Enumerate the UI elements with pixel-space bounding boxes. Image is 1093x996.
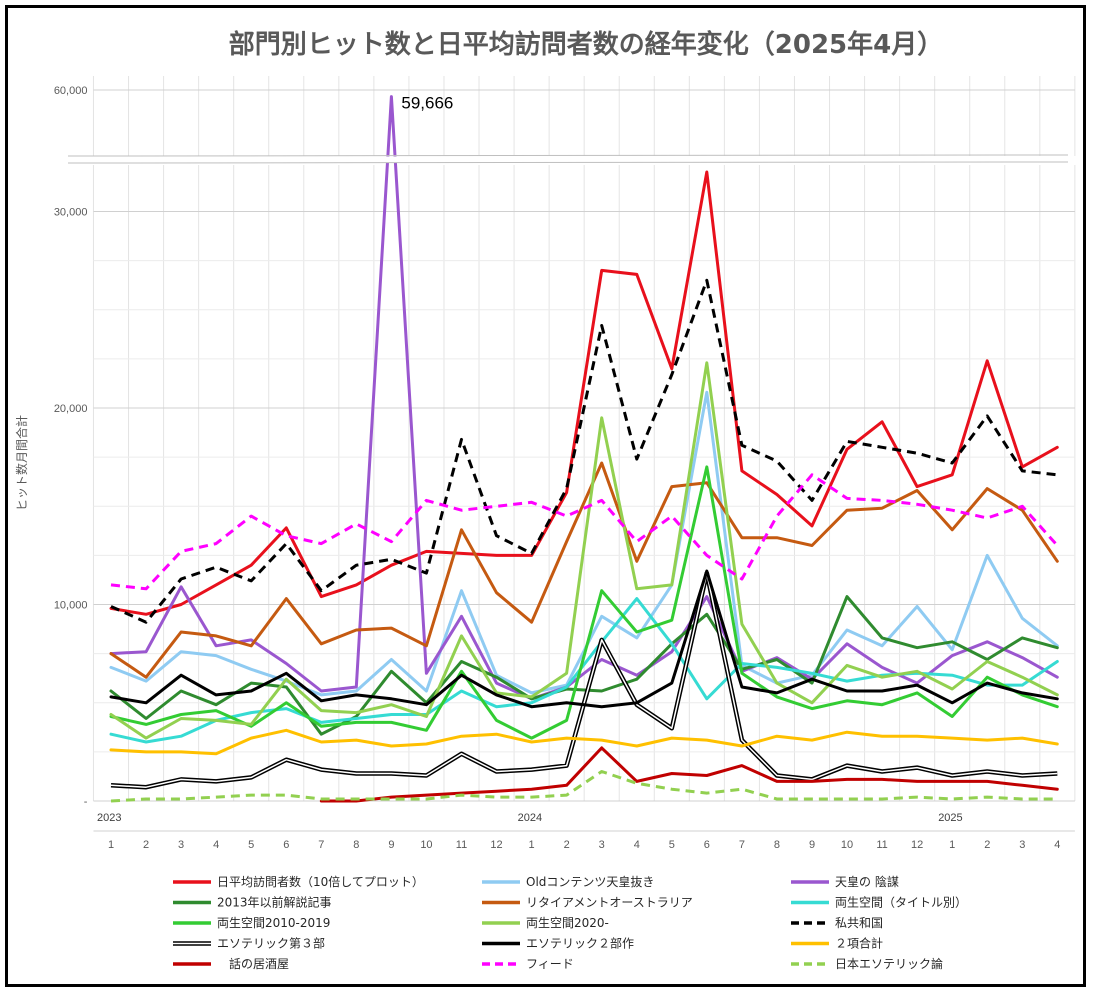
series-line [110, 278, 1058, 624]
y-axis-label: ヒット数月間合計 [14, 415, 29, 511]
x-tick-label: 6 [283, 839, 289, 851]
y-tick-label: 10,000 [54, 600, 88, 612]
x-tick-label: 3 [1019, 839, 1025, 851]
chart-title: 部門別ヒット数と日平均訪問者数の経年変化（2025年4月） [229, 29, 943, 60]
peak-value-label: 59,666 [401, 94, 453, 113]
legend-label: フィード [526, 957, 574, 971]
legend-label: 日平均訪問者数（10倍してプロット） [217, 874, 424, 889]
legend-label: ２項合計 [835, 936, 883, 951]
x-tick-label: 8 [353, 839, 359, 851]
legend-label: 両生空間2010-2019 [217, 916, 330, 930]
x-tick-label: 9 [388, 839, 394, 851]
x-tick-label: 7 [739, 839, 745, 851]
series-line [319, 746, 1059, 803]
legend-label: リタイアメントオーストラリア [526, 896, 693, 910]
x-tick-label: 3 [178, 839, 184, 851]
x-tick-label: 12 [911, 839, 923, 851]
x-tick-label: 7 [318, 839, 324, 851]
series-line [109, 728, 1059, 756]
axis-break-band [68, 156, 1068, 163]
legend-label: エソテリック２部作 [526, 936, 634, 951]
x-tick-label: 5 [669, 839, 675, 851]
legend: 日平均訪問者数（10倍してプロット） Oldコンテンツ天皇抜き 天皇の 陰謀 2013… [173, 874, 967, 971]
legend-label: Oldコンテンツ天皇抜き [526, 875, 654, 889]
x-tick-label: 4 [634, 839, 640, 851]
series-line [110, 770, 1058, 803]
x-tick-label: 2 [564, 839, 570, 851]
legend-label: 両生空間2020- [526, 916, 609, 930]
series-line [109, 461, 1059, 679]
y-axis: - 10,000 20,000 30,000 60,000 [54, 85, 88, 808]
series-line [109, 465, 1059, 740]
axis-break-line [67, 154, 1069, 157]
annotation-group: 59,666 [401, 94, 453, 113]
series-line [109, 361, 1059, 740]
x-tick-label: 11 [456, 839, 467, 851]
x-tick-label: 4 [213, 839, 219, 851]
x-tick-label: 12 [490, 839, 502, 851]
y-tick-label: 20,000 [54, 403, 88, 415]
x-year-label: 2023 [97, 812, 121, 824]
series-line [109, 170, 1059, 616]
x-tick-label: 1 [949, 839, 955, 851]
series-line-inner [110, 572, 1058, 788]
series-line [110, 473, 1059, 591]
x-tick-label: 10 [420, 839, 432, 851]
series-line [109, 595, 1059, 736]
x-tick-label: 2 [143, 839, 149, 851]
x-tick-label: 10 [841, 839, 853, 851]
legend-label: 私共和国 [835, 916, 883, 930]
legend-label: 天皇の 陰謀 [835, 875, 899, 889]
y-tick-label: 30,000 [54, 207, 88, 219]
x-tick-label: 8 [774, 839, 780, 851]
chart-frame: 部門別ヒット数と日平均訪問者数の経年変化（2025年4月） - 10,000 20,… [5, 5, 1086, 987]
axis-break [67, 154, 1069, 164]
x-tick-label: 4 [1054, 839, 1060, 851]
x-tick-label: 1 [529, 839, 535, 851]
legend-label: 話の居酒屋 [217, 956, 289, 971]
series-lines [109, 95, 1059, 803]
legend-label: 日本エソテリック論 [835, 956, 943, 971]
legend-label: 両生空間（タイトル別） [835, 896, 967, 910]
x-year-label: 2025 [938, 812, 962, 824]
x-tick-label: 2 [984, 839, 990, 851]
x-tick-label: 11 [876, 839, 887, 851]
y-tick-label: - [84, 796, 88, 808]
x-year-label: 2024 [518, 812, 542, 824]
series-line [109, 569, 1059, 709]
x-tick-label: 5 [248, 839, 254, 851]
chart-canvas: 部門別ヒット数と日平均訪問者数の経年変化（2025年4月） - 10,000 20,… [14, 29, 1076, 971]
legend-label: エソテリック第３部 [217, 936, 325, 951]
legend-label: 2013年以前解説記事 [217, 895, 332, 910]
x-tick-label: 1 [108, 839, 114, 851]
x-tick-label: 3 [599, 839, 605, 851]
axis-break-line [67, 161, 1069, 164]
x-tick-label: 9 [809, 839, 815, 851]
x-tick-label: 6 [704, 839, 710, 851]
y-tick-label: 60,000 [54, 85, 88, 97]
